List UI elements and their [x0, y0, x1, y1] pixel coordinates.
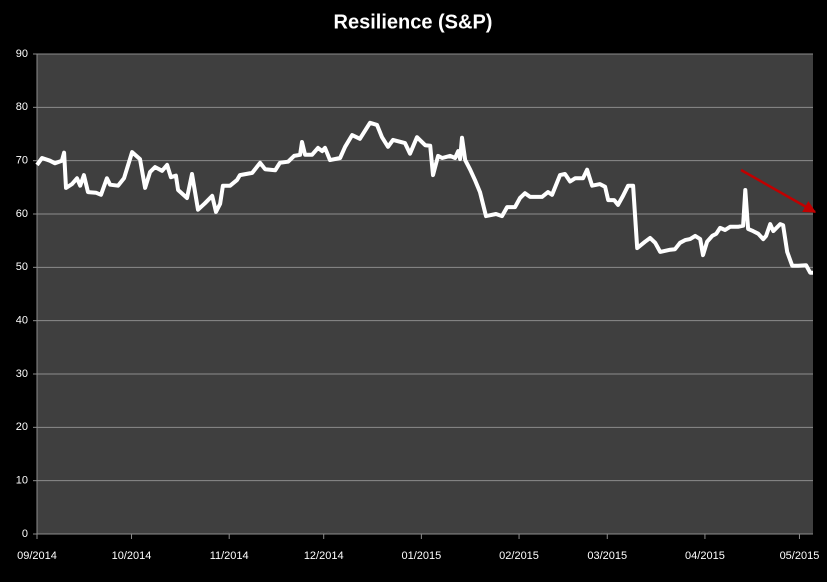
data-line	[35, 120, 813, 275]
x-tick-label: 10/2014	[112, 550, 152, 562]
y-tick-label: 70	[16, 155, 28, 167]
y-tick-label: 50	[16, 261, 28, 273]
x-tick-label: 12/2014	[304, 550, 344, 562]
y-tick-label: 40	[16, 315, 28, 327]
x-tick-label: 09/2014	[17, 550, 57, 562]
y-tick-label: 20	[16, 421, 28, 433]
y-tick-label: 10	[16, 475, 28, 487]
chart-title: Resilience (S&P)	[334, 11, 493, 33]
x-tick-label: 03/2015	[587, 550, 627, 562]
y-tick-label: 90	[16, 48, 28, 60]
x-tick-label: 01/2015	[401, 550, 441, 562]
y-tick-label: 30	[16, 368, 28, 380]
x-tick-label: 11/2014	[210, 550, 249, 562]
x-tick-label: 02/2015	[499, 550, 539, 562]
x-tick-label: 05/2015	[780, 550, 820, 562]
plot-area	[37, 54, 813, 534]
y-tick-label: 60	[16, 208, 28, 220]
y-tick-label: 0	[22, 528, 28, 540]
y-tick-label: 80	[16, 101, 28, 113]
x-tick-label: 04/2015	[685, 550, 725, 562]
trend-arrow	[740, 168, 817, 214]
plot-layer: 0 10 20 30 40 50 60 70 80 90 09/2014 10/2014 11/2014…	[16, 48, 820, 562]
